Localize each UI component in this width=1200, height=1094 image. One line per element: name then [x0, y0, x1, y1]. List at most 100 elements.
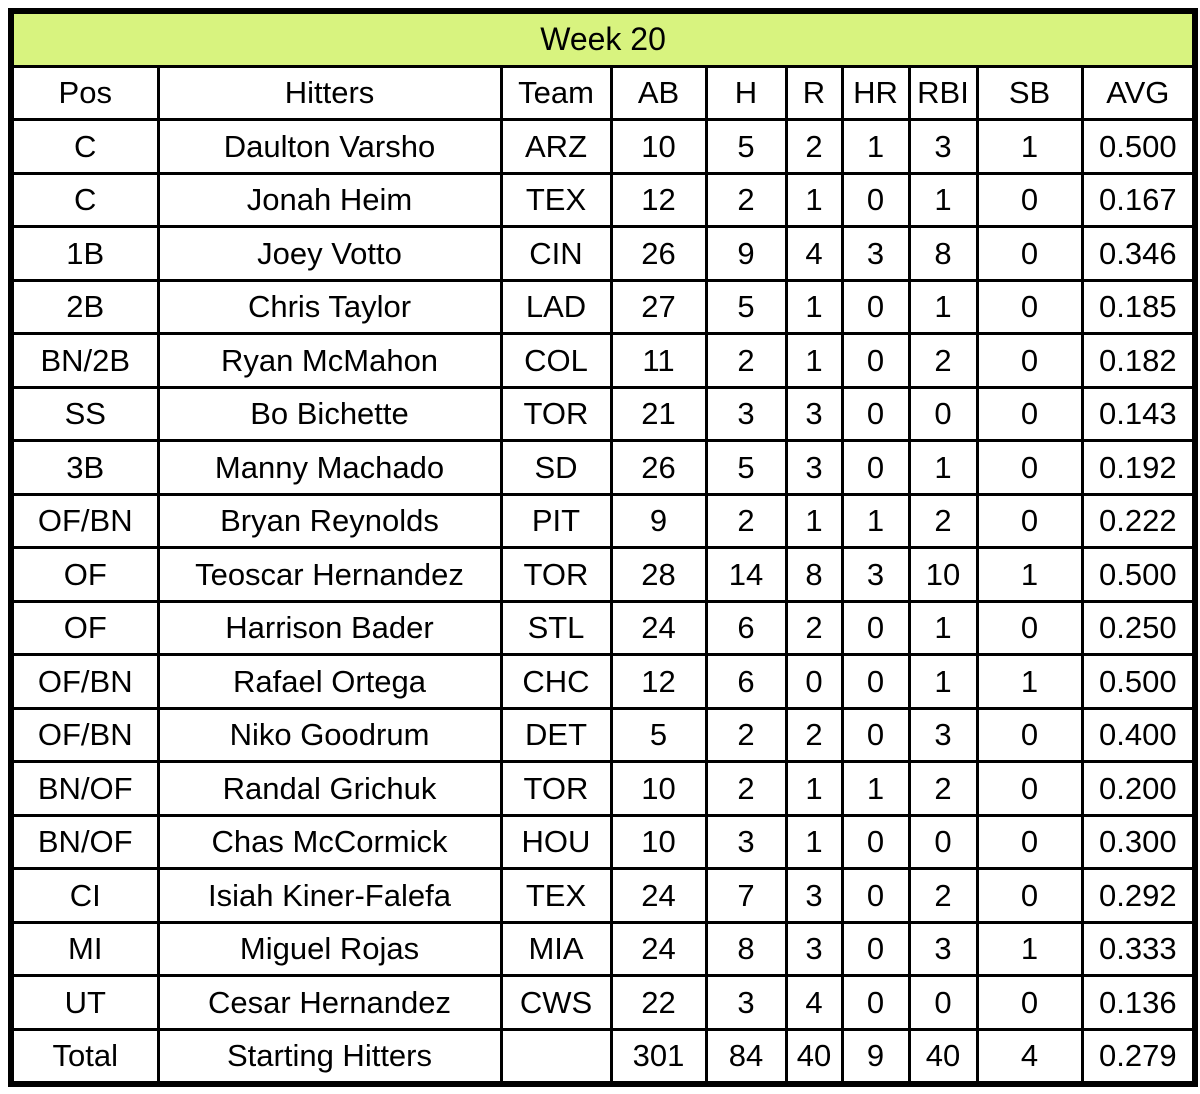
- table-row-cell-team: CWS: [499, 974, 613, 1031]
- table-row-cell-avg: 0.346: [1080, 225, 1197, 282]
- table-row-cell-avg: 0.182: [1080, 332, 1197, 389]
- table-row-cell-ab: 5: [609, 706, 708, 763]
- table-row-cell-sb: 1: [975, 653, 1084, 710]
- table-row: OF/BN Niko Goodrum DET 5 2 2 0 3 0 0.400: [9, 706, 1197, 763]
- table-row-cell-r: 8: [784, 546, 844, 603]
- table-row-cell-hr: 0: [840, 439, 911, 496]
- table-row-cell-team: COL: [499, 332, 613, 389]
- table-row-cell-sb: 1: [975, 920, 1084, 977]
- table-row-cell-ab: 21: [609, 385, 708, 442]
- table-row-cell-avg: 0.500: [1080, 653, 1197, 710]
- table-row-cell-rbi: 0: [907, 385, 979, 442]
- table-row-cell-team: DET: [499, 706, 613, 763]
- table-row-cell-pos: C: [9, 171, 160, 228]
- table-row-cell-sb: 0: [975, 867, 1084, 924]
- table-row-cell-rbi: 8: [907, 225, 979, 282]
- total-row-cell-r: 40: [784, 1027, 844, 1086]
- table-row-cell-avg: 0.300: [1080, 813, 1197, 870]
- table-row-cell-ab: 10: [609, 813, 708, 870]
- table-row: 3B Manny Machado SD 26 5 3 0 1 0 0.192: [9, 439, 1197, 496]
- table-row-cell-sb: 0: [975, 225, 1084, 282]
- table-row-cell-pos: 3B: [9, 439, 160, 496]
- table-row-cell-hitters: Jonah Heim: [156, 171, 503, 228]
- table-row-cell-team: TEX: [499, 171, 613, 228]
- total-row-cell-rbi: 40: [907, 1027, 979, 1086]
- table-row-cell-avg: 0.143: [1080, 385, 1197, 442]
- table-row-cell-hitters: Harrison Bader: [156, 599, 503, 656]
- table-row-cell-r: 2: [784, 599, 844, 656]
- table-row-cell-hitters: Manny Machado: [156, 439, 503, 496]
- table-row-cell-rbi: 1: [907, 171, 979, 228]
- table-row-cell-hitters: Rafael Ortega: [156, 653, 503, 710]
- table-row-cell-r: 1: [784, 332, 844, 389]
- table-body: C Daulton Varsho ARZ 10 5 2 1 3 1 0.500 C Jonah Hei…: [9, 118, 1197, 1086]
- table-row: OF Harrison Bader STL 24 6 2 0 1 0 0.250: [9, 599, 1197, 656]
- table-row: BN/2B Ryan McMahon COL 11 2 1 0 2 0 0.182: [9, 332, 1197, 389]
- table-row-cell-hitters: Ryan McMahon: [156, 332, 503, 389]
- table-row-cell-pos: C: [9, 118, 160, 175]
- table-row-cell-h: 3: [704, 385, 788, 442]
- table-row: C Jonah Heim TEX 12 2 1 0 1 0 0.167: [9, 171, 1197, 228]
- table-row-cell-r: 4: [784, 225, 844, 282]
- table-row-cell-pos: 1B: [9, 225, 160, 282]
- table-row-cell-hr: 0: [840, 813, 911, 870]
- table-row: OF/BN Bryan Reynolds PIT 9 2 1 1 2 0 0.222: [9, 492, 1197, 549]
- table-row-cell-pos: OF/BN: [9, 653, 160, 710]
- table-row-cell-avg: 0.400: [1080, 706, 1197, 763]
- table-row-cell-avg: 0.500: [1080, 118, 1197, 175]
- table-row-cell-rbi: 1: [907, 278, 979, 335]
- total-row-cell-hr: 9: [840, 1027, 911, 1086]
- table-row: OF/BN Rafael Ortega CHC 12 6 0 0 1 1 0.500: [9, 653, 1197, 710]
- table-row-cell-rbi: 2: [907, 332, 979, 389]
- table-row-cell-pos: BN/2B: [9, 332, 160, 389]
- table-row-cell-h: 5: [704, 278, 788, 335]
- table-row-cell-pos: BN/OF: [9, 813, 160, 870]
- table-row-cell-r: 1: [784, 760, 844, 817]
- table-row-cell-hr: 0: [840, 653, 911, 710]
- column-header-h: H: [704, 64, 788, 121]
- table-row: UT Cesar Hernandez CWS 22 3 4 0 0 0 0.136: [9, 974, 1197, 1031]
- total-row-cell-avg: 0.279: [1080, 1027, 1197, 1086]
- table-row-cell-sb: 0: [975, 813, 1084, 870]
- table-row-cell-hr: 1: [840, 118, 911, 175]
- table-row-cell-hitters: Bryan Reynolds: [156, 492, 503, 549]
- column-header-hitters: Hitters: [156, 64, 503, 121]
- table-row-cell-r: 2: [784, 118, 844, 175]
- table-row-cell-r: 0: [784, 653, 844, 710]
- table-row-cell-hr: 3: [840, 546, 911, 603]
- table-row-cell-h: 5: [704, 118, 788, 175]
- total-row-cell-pos: Total: [9, 1027, 160, 1086]
- column-header-team: Team: [499, 64, 613, 121]
- table-row-cell-sb: 0: [975, 492, 1084, 549]
- table-row-cell-hr: 0: [840, 974, 911, 1031]
- table-row-cell-pos: OF: [9, 546, 160, 603]
- table-row-cell-hitters: Bo Bichette: [156, 385, 503, 442]
- table-row-cell-avg: 0.167: [1080, 171, 1197, 228]
- table-row-cell-avg: 0.222: [1080, 492, 1197, 549]
- table-row-cell-ab: 9: [609, 492, 708, 549]
- table-row-cell-ab: 12: [609, 653, 708, 710]
- weekly-hitters-table: Week 20 Pos Hitters Team AB H R HR RBI S…: [8, 8, 1199, 1087]
- column-header-avg: AVG: [1080, 64, 1197, 121]
- table-row-cell-avg: 0.136: [1080, 974, 1197, 1031]
- table-row-cell-ab: 22: [609, 974, 708, 1031]
- table-row-cell-avg: 0.185: [1080, 278, 1197, 335]
- table-row-cell-rbi: 1: [907, 653, 979, 710]
- total-row-cell-team: [499, 1027, 613, 1086]
- table-row-cell-team: STL: [499, 599, 613, 656]
- table-row-cell-hitters: Isiah Kiner-Falefa: [156, 867, 503, 924]
- table-row-cell-h: 2: [704, 171, 788, 228]
- table-row: BN/OF Chas McCormick HOU 10 3 1 0 0 0 0.300: [9, 813, 1197, 870]
- table-row: OF Teoscar Hernandez TOR 28 14 8 3 10 1 0.500: [9, 546, 1197, 603]
- table-row-cell-hr: 0: [840, 706, 911, 763]
- table-row-cell-team: SD: [499, 439, 613, 496]
- table-row-cell-ab: 10: [609, 118, 708, 175]
- table-row-cell-team: HOU: [499, 813, 613, 870]
- table-row-cell-avg: 0.192: [1080, 439, 1197, 496]
- column-header-ab: AB: [609, 64, 708, 121]
- table-row-cell-hitters: Randal Grichuk: [156, 760, 503, 817]
- table-row-cell-rbi: 2: [907, 492, 979, 549]
- table-row-cell-rbi: 1: [907, 599, 979, 656]
- table-row-cell-team: TEX: [499, 867, 613, 924]
- table-row-cell-h: 9: [704, 225, 788, 282]
